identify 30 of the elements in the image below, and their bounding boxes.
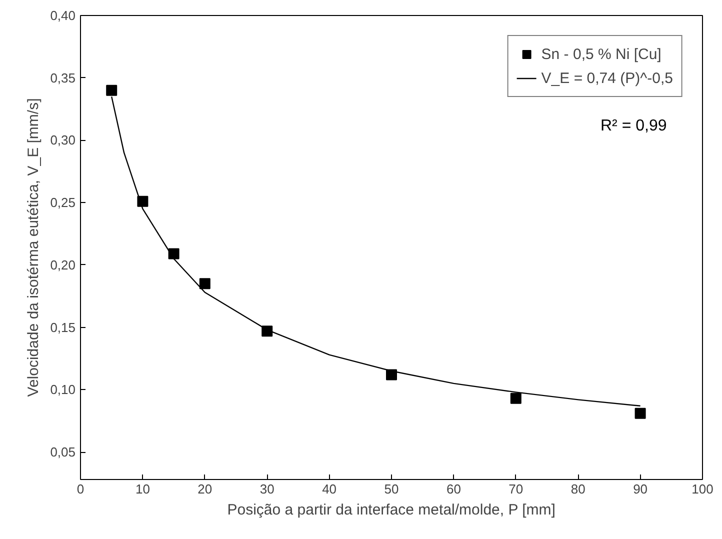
x-tick-label: 90 xyxy=(633,482,648,496)
y-tick-label: 0,20 xyxy=(50,257,76,272)
x-tick-label: 70 xyxy=(508,482,524,496)
point xyxy=(510,392,522,404)
x-tick-label: 80 xyxy=(570,482,586,496)
legend-label: Sn - 0,5 % Ni [Cu] xyxy=(541,46,662,62)
y-tick-label: 0,35 xyxy=(50,70,76,86)
x-axis-title: Posição a partir da interface metal/molde, P [mm] xyxy=(227,502,556,518)
point xyxy=(168,248,180,260)
x-tick-label: 60 xyxy=(446,482,461,496)
x-tick-label: 30 xyxy=(260,482,274,496)
legend-label: V_E = 0,74 (P)^-0,5 xyxy=(541,70,673,86)
annotation: R² = 0,99 xyxy=(600,118,667,134)
y-tick-label: 0,40 xyxy=(50,8,76,23)
y-tick-label: 0,10 xyxy=(50,382,76,398)
y-tick-label: 0,05 xyxy=(50,444,76,460)
y-tick-label: 0,15 xyxy=(50,320,76,335)
x-tick-label: 50 xyxy=(384,482,399,496)
y-axis-title: Velocidade da isotérma eutética, V_E [mm/s] xyxy=(25,98,42,397)
x-tick-label: 10 xyxy=(135,482,150,496)
x-tick-label: 40 xyxy=(322,482,337,496)
point xyxy=(386,369,397,380)
x-tick-label: 0 xyxy=(76,482,84,496)
y-tick-label: 0,30 xyxy=(50,132,76,148)
point xyxy=(634,408,646,419)
y-tick-label: 0,25 xyxy=(50,195,76,210)
x-tick-label: 100 xyxy=(692,482,714,496)
point xyxy=(199,278,210,290)
x-tick-label: 20 xyxy=(198,482,212,496)
point xyxy=(106,84,118,96)
